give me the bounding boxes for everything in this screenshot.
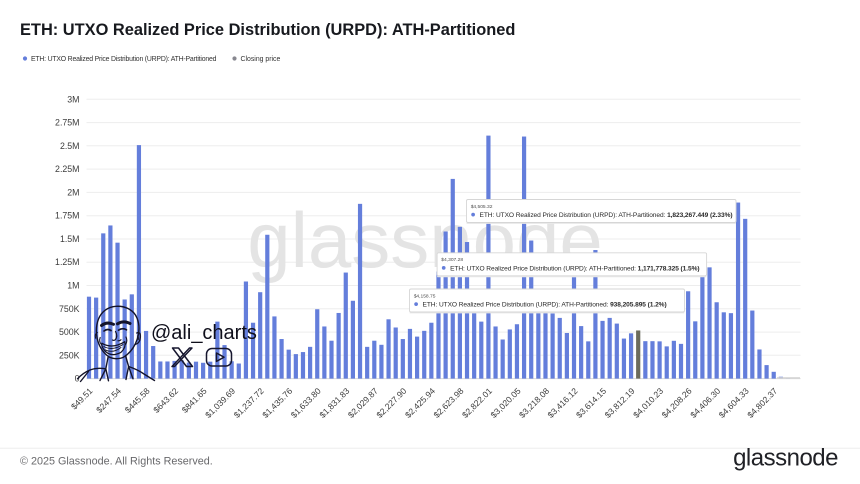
svg-text:3M: 3M <box>67 94 79 104</box>
svg-text:2M: 2M <box>67 187 79 197</box>
svg-text:glassnode: glassnode <box>733 445 838 472</box>
svg-text:1M: 1M <box>67 281 79 291</box>
svg-text:2.25M: 2.25M <box>55 164 79 174</box>
svg-text:1.25M: 1.25M <box>55 257 79 267</box>
svg-text:ETH: UTXO Realized Price Distr: ETH: UTXO Realized Price Distribution (U… <box>31 56 217 63</box>
svg-text:ETH: UTXO Realized Price Distr: ETH: UTXO Realized Price Distribution (U… <box>20 21 515 39</box>
svg-text:$4,307.28: $4,307.28 <box>441 257 463 263</box>
svg-text:ETH: UTXO Realized Price Distr: ETH: UTXO Realized Price Distribution (U… <box>423 302 667 309</box>
svg-text:1.5M: 1.5M <box>60 234 80 244</box>
svg-text:500K: 500K <box>59 327 80 337</box>
svg-text:ETH: UTXO Realized Price Distr: ETH: UTXO Realized Price Distribution (U… <box>480 212 733 219</box>
svg-text:1.75M: 1.75M <box>55 211 79 221</box>
svg-text:2.5M: 2.5M <box>60 141 80 151</box>
svg-text:@ali_charts: @ali_charts <box>151 322 257 344</box>
svg-text:$4,505.32: $4,505.32 <box>471 204 493 210</box>
svg-text:$4,158.75: $4,158.75 <box>414 293 436 299</box>
svg-text:ETH: UTXO Realized Price Distr: ETH: UTXO Realized Price Distribution (U… <box>450 265 699 272</box>
svg-text:750K: 750K <box>59 304 80 314</box>
svg-text:Closing price: Closing price <box>241 56 281 63</box>
svg-text:2.75M: 2.75M <box>55 118 79 128</box>
svg-text:250K: 250K <box>59 350 80 360</box>
svg-text:© 2025 Glassnode. All Rights R: © 2025 Glassnode. All Rights Reserved. <box>20 456 213 468</box>
